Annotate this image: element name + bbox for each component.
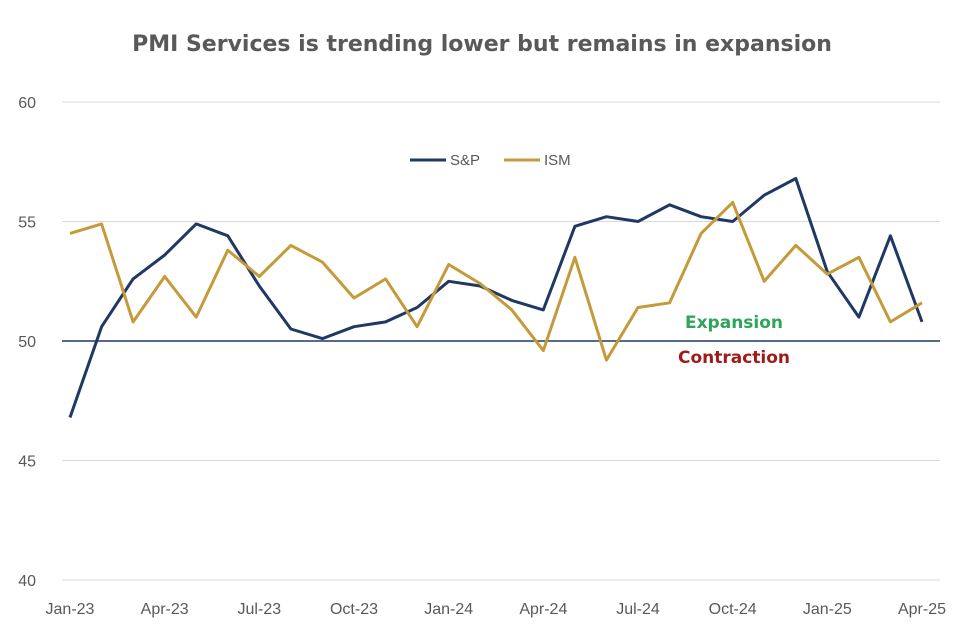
x-tick-label: Apr-23 bbox=[141, 601, 189, 618]
gridlines bbox=[62, 101, 940, 581]
x-tick-label: Oct-23 bbox=[330, 601, 378, 618]
legend-label-sp: S&P bbox=[450, 152, 480, 169]
contraction-label: Contraction bbox=[678, 348, 790, 368]
x-tick-label: Jan-25 bbox=[803, 601, 852, 618]
x-tick-label: Oct-24 bbox=[709, 601, 757, 618]
series-line-ism bbox=[69, 200, 923, 362]
legend: S&P ISM bbox=[410, 152, 571, 169]
x-tick-label: Jul-24 bbox=[616, 601, 660, 618]
legend-label-ism: ISM bbox=[544, 152, 571, 169]
y-tick-label: 55 bbox=[18, 215, 36, 232]
y-tick-label: 45 bbox=[18, 454, 36, 471]
x-tick-label: Apr-24 bbox=[519, 601, 567, 618]
x-tick-label: Jan-23 bbox=[46, 601, 95, 618]
series-line-sp bbox=[68, 177, 924, 418]
y-tick-label: 40 bbox=[18, 573, 36, 590]
expansion-label: Expansion bbox=[685, 313, 783, 333]
x-axis-ticks: Jan-23 Apr-23 Jul-23 Oct-23 Jan-24 Apr-24 Jul-… bbox=[46, 601, 947, 618]
x-tick-label: Jul-23 bbox=[238, 601, 282, 618]
y-tick-label: 50 bbox=[18, 334, 36, 351]
y-axis-ticks: 40 45 50 55 60 bbox=[18, 95, 36, 590]
y-tick-label: 60 bbox=[18, 95, 36, 112]
x-tick-label: Jan-24 bbox=[424, 601, 473, 618]
chart-title: PMI Services is trending lower but remai… bbox=[132, 32, 832, 57]
x-tick-label: Apr-25 bbox=[898, 601, 946, 618]
series-lines bbox=[68, 177, 924, 418]
